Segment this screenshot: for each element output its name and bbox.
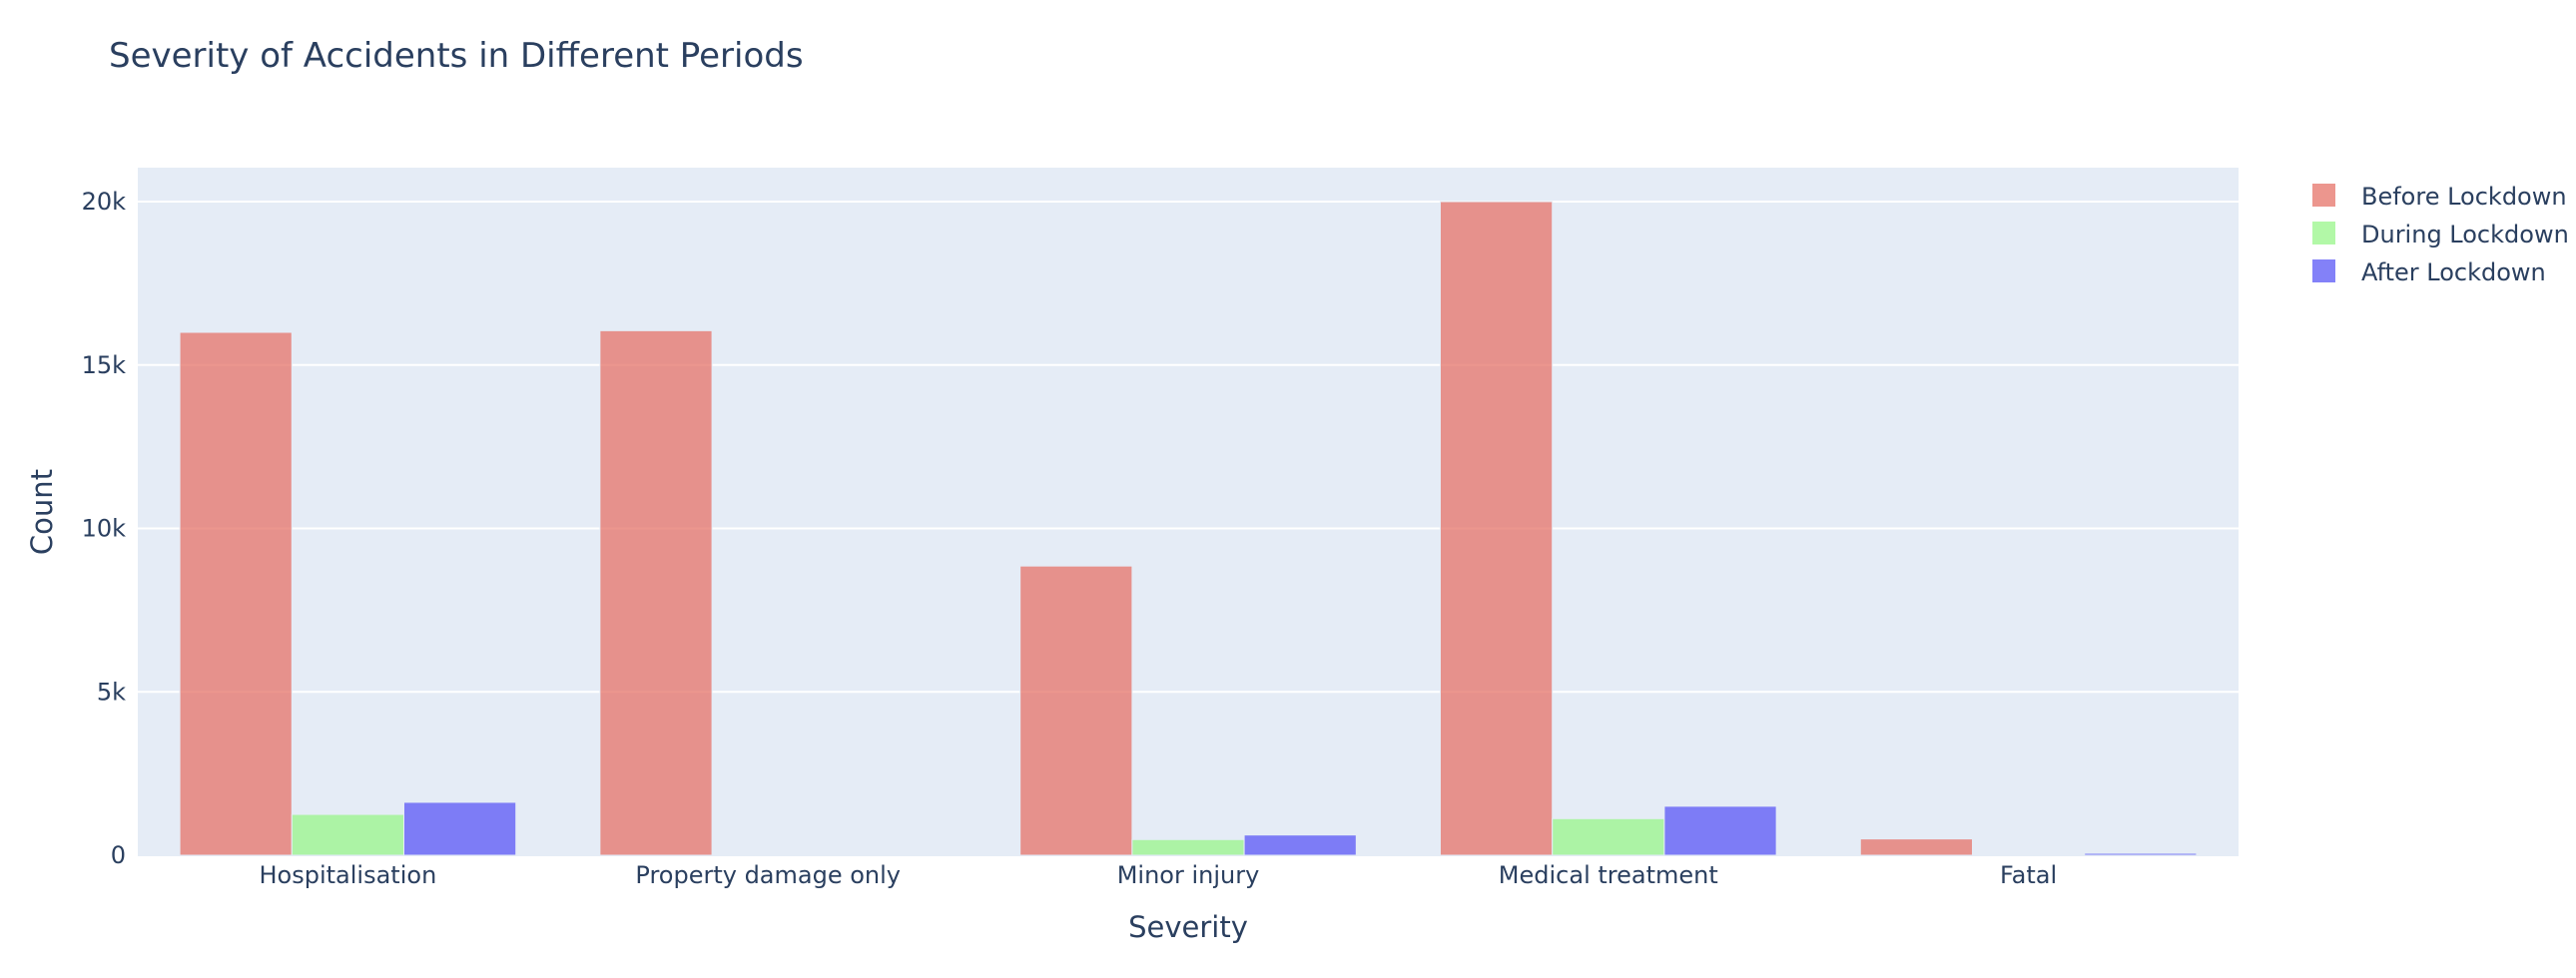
bar — [1019, 565, 1133, 856]
legend-label: After Lockdown — [2361, 258, 2546, 286]
bar — [1552, 817, 1665, 856]
x-tick-label: Minor injury — [1117, 861, 1260, 889]
y-tick-label: 10k — [82, 515, 127, 543]
legend-swatch — [2312, 259, 2335, 282]
legend-swatch — [2312, 184, 2335, 207]
bar — [1663, 805, 1777, 856]
x-tick-label: Property damage only — [635, 861, 901, 889]
x-tick-label: Medical treatment — [1499, 861, 1718, 889]
plot-area — [138, 168, 2239, 856]
y-tick-label: 5k — [97, 678, 126, 706]
legend-item[interactable]: During Lockdown — [2312, 221, 2569, 248]
legend-label: Before Lockdown — [2361, 183, 2567, 211]
x-tick-label: Hospitalisation — [260, 861, 437, 889]
y-tick-label: 20k — [82, 188, 127, 216]
bars — [179, 201, 2198, 856]
bar — [291, 813, 405, 856]
legend-label: During Lockdown — [2361, 221, 2569, 248]
y-axis-tick-labels: 0 5k 10k 15k 20k — [82, 188, 127, 869]
legend[interactable]: Before Lockdown During Lockdown After Lock… — [2312, 183, 2569, 286]
bar — [1859, 838, 1973, 856]
bar — [2084, 852, 2198, 856]
bar — [1439, 201, 1554, 856]
y-tick-label: 0 — [111, 841, 126, 869]
y-axis-title: Count — [25, 469, 59, 555]
y-tick-label: 15k — [82, 351, 127, 379]
x-axis-tick-labels: Hospitalisation Property damage only Minor… — [260, 861, 2058, 889]
legend-item[interactable]: After Lockdown — [2312, 258, 2546, 286]
bar — [403, 801, 517, 856]
bar — [179, 331, 293, 856]
x-tick-label: Fatal — [2000, 861, 2057, 889]
bar — [1971, 853, 2086, 856]
bar — [1131, 838, 1245, 856]
gridlines — [138, 201, 2239, 694]
x-axis-title: Severity — [1128, 910, 1248, 944]
chart-title: Severity of Accidents in Different Perio… — [109, 36, 804, 76]
legend-swatch — [2312, 222, 2335, 244]
bar — [1243, 834, 1357, 856]
bar — [599, 329, 713, 856]
legend-item[interactable]: Before Lockdown — [2312, 183, 2567, 211]
